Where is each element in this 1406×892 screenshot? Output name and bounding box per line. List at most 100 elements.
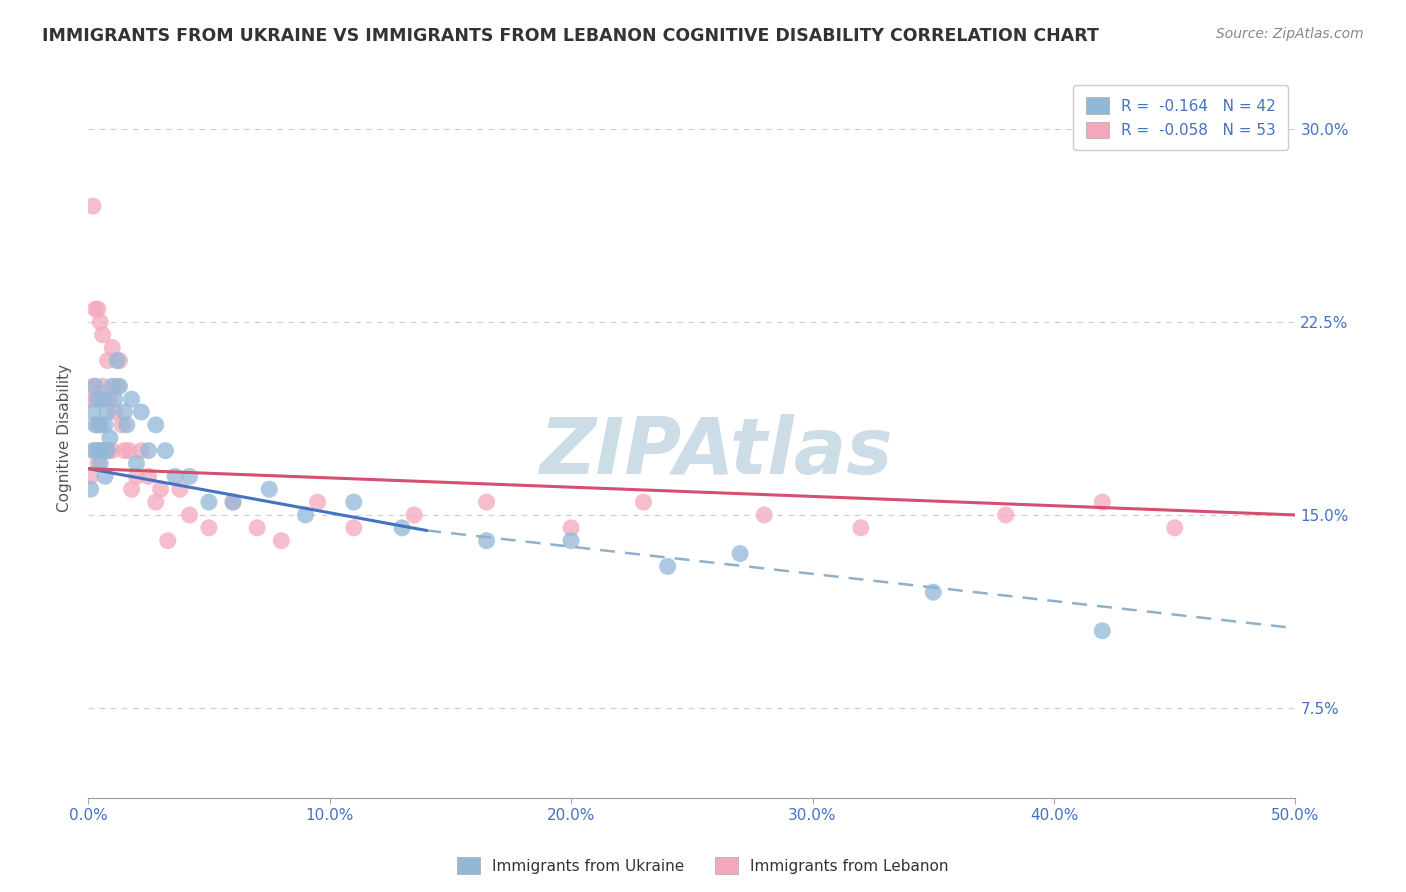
Point bbox=[84, 379, 107, 393]
Point bbox=[89, 392, 111, 406]
Point bbox=[294, 508, 316, 522]
Point bbox=[129, 443, 152, 458]
Point bbox=[96, 405, 118, 419]
Text: ZIPAtlas: ZIPAtlas bbox=[540, 414, 893, 491]
Text: IMMIGRANTS FROM UKRAINE VS IMMIGRANTS FROM LEBANON COGNITIVE DISABILITY CORRELAT: IMMIGRANTS FROM UKRAINE VS IMMIGRANTS FR… bbox=[42, 27, 1099, 45]
Point bbox=[138, 443, 160, 458]
Point bbox=[96, 353, 118, 368]
Point bbox=[84, 417, 107, 432]
Point bbox=[98, 392, 121, 406]
Point bbox=[121, 482, 143, 496]
Point bbox=[82, 379, 104, 393]
Point bbox=[994, 508, 1017, 522]
Point bbox=[1091, 624, 1114, 638]
Point bbox=[657, 559, 679, 574]
Point bbox=[112, 405, 135, 419]
Point bbox=[179, 469, 201, 483]
Point bbox=[104, 392, 127, 406]
Point bbox=[91, 392, 114, 406]
Point bbox=[91, 379, 114, 393]
Point bbox=[91, 443, 114, 458]
Point bbox=[84, 301, 107, 316]
Point bbox=[728, 547, 751, 561]
Point bbox=[87, 301, 110, 316]
Point bbox=[125, 457, 148, 471]
Point bbox=[404, 508, 426, 522]
Point bbox=[754, 508, 776, 522]
Point bbox=[560, 533, 582, 548]
Point bbox=[129, 405, 152, 419]
Point bbox=[270, 533, 292, 548]
Point bbox=[89, 417, 111, 432]
Point bbox=[87, 392, 110, 406]
Point bbox=[87, 457, 110, 471]
Point bbox=[475, 495, 498, 509]
Point bbox=[125, 469, 148, 483]
Point bbox=[121, 392, 143, 406]
Point bbox=[198, 495, 221, 509]
Point bbox=[91, 443, 114, 458]
Point bbox=[84, 443, 107, 458]
Point bbox=[82, 199, 104, 213]
Point bbox=[108, 353, 131, 368]
Legend: R =  -0.164   N = 42, R =  -0.058   N = 53: R = -0.164 N = 42, R = -0.058 N = 53 bbox=[1074, 85, 1288, 151]
Point bbox=[96, 443, 118, 458]
Point bbox=[105, 353, 128, 368]
Point bbox=[343, 521, 366, 535]
Point bbox=[108, 379, 131, 393]
Point bbox=[79, 469, 101, 483]
Point bbox=[849, 521, 872, 535]
Point bbox=[87, 443, 110, 458]
Point bbox=[165, 469, 187, 483]
Point bbox=[922, 585, 945, 599]
Point bbox=[82, 443, 104, 458]
Point bbox=[101, 341, 124, 355]
Point bbox=[149, 482, 172, 496]
Point bbox=[91, 327, 114, 342]
Point bbox=[82, 405, 104, 419]
Point bbox=[94, 417, 117, 432]
Point bbox=[94, 443, 117, 458]
Point bbox=[96, 443, 118, 458]
Point bbox=[112, 443, 135, 458]
Point bbox=[343, 495, 366, 509]
Point bbox=[198, 521, 221, 535]
Text: Source: ZipAtlas.com: Source: ZipAtlas.com bbox=[1216, 27, 1364, 41]
Point bbox=[179, 508, 201, 522]
Point bbox=[257, 482, 280, 496]
Y-axis label: Cognitive Disability: Cognitive Disability bbox=[58, 364, 72, 512]
Point bbox=[475, 533, 498, 548]
Point bbox=[79, 392, 101, 406]
Point bbox=[633, 495, 655, 509]
Point bbox=[84, 392, 107, 406]
Point bbox=[98, 431, 121, 445]
Point bbox=[145, 417, 167, 432]
Point bbox=[169, 482, 191, 496]
Point bbox=[391, 521, 413, 535]
Point bbox=[145, 495, 167, 509]
Point bbox=[104, 405, 127, 419]
Point bbox=[560, 521, 582, 535]
Point bbox=[155, 443, 177, 458]
Point bbox=[87, 417, 110, 432]
Point bbox=[1091, 495, 1114, 509]
Point bbox=[89, 315, 111, 329]
Point bbox=[89, 457, 111, 471]
Point bbox=[101, 379, 124, 393]
Point bbox=[156, 533, 179, 548]
Point bbox=[101, 443, 124, 458]
Point bbox=[105, 379, 128, 393]
Point bbox=[94, 469, 117, 483]
Point bbox=[111, 417, 134, 432]
Point bbox=[138, 469, 160, 483]
Point bbox=[1164, 521, 1187, 535]
Point bbox=[115, 417, 138, 432]
Point bbox=[118, 443, 141, 458]
Point bbox=[222, 495, 245, 509]
Point bbox=[222, 495, 245, 509]
Point bbox=[89, 443, 111, 458]
Point bbox=[307, 495, 329, 509]
Legend: Immigrants from Ukraine, Immigrants from Lebanon: Immigrants from Ukraine, Immigrants from… bbox=[451, 851, 955, 880]
Point bbox=[246, 521, 269, 535]
Point bbox=[94, 392, 117, 406]
